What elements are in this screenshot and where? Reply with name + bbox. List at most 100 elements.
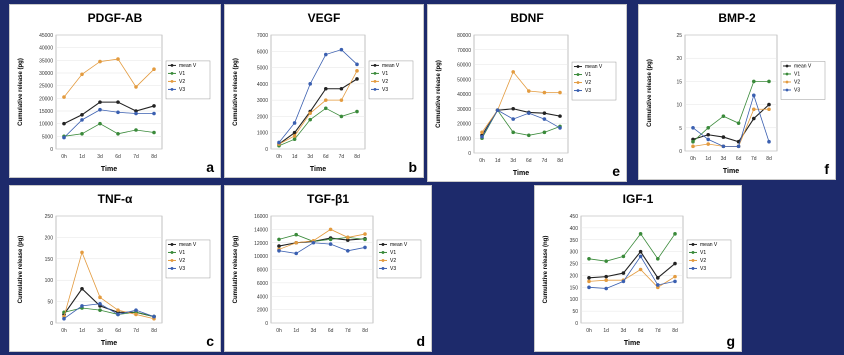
plot-area (270, 34, 366, 150)
data-point (604, 286, 608, 291)
data-point (767, 79, 771, 84)
y-tick-label: 2000 (257, 114, 268, 120)
legend-marker (785, 64, 789, 68)
y-tick-label: 350 (570, 238, 579, 244)
x-tick-label: 6d (328, 328, 334, 334)
x-tick-label: 6d (115, 154, 121, 160)
x-tick-label: 8d (766, 156, 772, 162)
data-point (480, 130, 484, 135)
data-point (277, 248, 281, 253)
y-tick-label: 20000 (457, 122, 471, 128)
x-tick-label: 8d (362, 328, 368, 334)
x-tick-label: 7d (133, 154, 139, 160)
data-point (511, 117, 515, 121)
y-tick-label: 25000 (39, 84, 53, 90)
y-tick-label: 250 (45, 214, 54, 220)
data-point (656, 276, 660, 280)
data-point (604, 278, 608, 282)
y-tick-label: 0 (50, 321, 53, 327)
data-point (706, 137, 710, 142)
x-tick-label: 8d (672, 328, 678, 334)
data-point (62, 95, 66, 99)
data-point (691, 126, 695, 130)
data-point (542, 117, 547, 121)
x-tick-label: 7d (133, 328, 139, 334)
data-point (542, 111, 547, 115)
y-tick-label: 70000 (457, 48, 471, 54)
y-tick-label: 20000 (39, 96, 53, 102)
y-tick-label: 50 (47, 300, 53, 306)
series-line (278, 234, 366, 242)
x-tick-label: 0h (479, 158, 485, 164)
x-axis-label: Time (101, 166, 117, 173)
y-tick-label: 0 (265, 147, 268, 153)
data-point (752, 107, 756, 112)
data-point (98, 301, 102, 306)
y-tick-label: 10000 (254, 254, 268, 260)
y-tick-label: 4000 (257, 82, 268, 88)
chart-panel-pdgf-ab: PDGF-AB a 0 5000 10000 15000 20000 25000 30000 35… (9, 4, 221, 178)
y-tick-label: 16000 (254, 214, 268, 220)
legend-marker (691, 259, 695, 262)
x-tick-label: 3d (621, 328, 627, 334)
legend-entry: V1 (585, 72, 591, 78)
x-tick-label: 1d (293, 328, 299, 334)
data-point (116, 308, 120, 312)
legend-marker (691, 267, 695, 270)
data-point (308, 111, 312, 115)
x-tick-label: 3d (97, 328, 103, 334)
data-point (638, 249, 643, 254)
data-point (638, 232, 643, 236)
data-point (495, 108, 500, 113)
series-line (692, 104, 770, 143)
y-tick-label: 20 (676, 56, 682, 62)
y-tick-label: 7000 (257, 33, 268, 39)
data-point (363, 232, 367, 236)
legend-entry: mean V (700, 242, 718, 248)
series-line (63, 58, 155, 98)
legend-entry: V2 (700, 258, 706, 264)
plot-area (684, 34, 778, 152)
legend-marker (576, 81, 580, 84)
y-tick-label: 200 (45, 235, 54, 241)
data-point (116, 57, 120, 61)
x-tick-label: 3d (510, 158, 516, 164)
y-tick-label: 10 (676, 103, 682, 109)
y-tick-label: 12000 (254, 241, 268, 247)
data-point (308, 82, 312, 86)
legend-marker (170, 243, 174, 246)
data-point (80, 72, 84, 77)
chart-title: TGF-β1 (307, 192, 349, 206)
legend-entry: V3 (794, 87, 800, 93)
data-point (339, 47, 344, 52)
legend-box (165, 239, 211, 279)
data-point (339, 86, 344, 91)
data-point (294, 251, 298, 256)
y-tick-label: 0 (679, 149, 682, 155)
data-point (767, 139, 771, 144)
y-tick-label: 10000 (39, 122, 53, 128)
chart-title: TNF-α (97, 192, 133, 206)
y-tick-label: 0 (575, 321, 578, 327)
data-point (328, 237, 333, 242)
y-tick-label: 5000 (257, 66, 268, 72)
data-point (277, 140, 281, 145)
data-point (134, 109, 138, 113)
data-point (80, 250, 84, 255)
data-point (134, 85, 138, 89)
legend-entry: V3 (382, 87, 388, 93)
y-tick-label: 6000 (257, 49, 268, 55)
legend-entry: V2 (382, 79, 388, 85)
x-tick-label: 0h (690, 156, 696, 162)
legend-entry: mean V (179, 242, 197, 248)
series-line (278, 78, 358, 145)
data-point (673, 274, 677, 279)
data-point (527, 133, 531, 138)
y-tick-label: 30000 (457, 107, 471, 113)
legend-marker (381, 251, 385, 254)
chart-title: BDNF (510, 11, 544, 25)
y-tick-label: 300 (570, 250, 579, 256)
legend-marker (381, 259, 385, 262)
x-tick-label: 6d (638, 328, 644, 334)
data-point (152, 104, 156, 108)
